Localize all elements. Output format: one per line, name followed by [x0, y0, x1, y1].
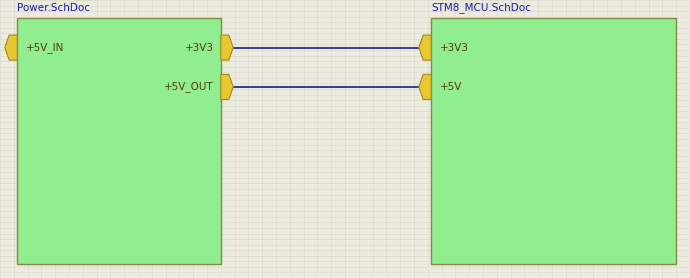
Polygon shape: [221, 75, 233, 100]
Text: Power.SchDoc: Power.SchDoc: [17, 3, 90, 13]
Text: +5V_OUT: +5V_OUT: [164, 81, 214, 92]
Polygon shape: [419, 35, 431, 60]
Text: +5V: +5V: [440, 82, 462, 92]
Text: +5V_IN: +5V_IN: [26, 42, 64, 53]
Polygon shape: [5, 35, 17, 60]
Bar: [17, 18, 221, 264]
Text: +3V3: +3V3: [440, 43, 469, 53]
Text: +3V3: +3V3: [185, 43, 214, 53]
Bar: [431, 18, 676, 264]
Polygon shape: [419, 75, 431, 100]
Polygon shape: [221, 35, 233, 60]
Text: STM8_MCU.SchDoc: STM8_MCU.SchDoc: [431, 2, 531, 13]
